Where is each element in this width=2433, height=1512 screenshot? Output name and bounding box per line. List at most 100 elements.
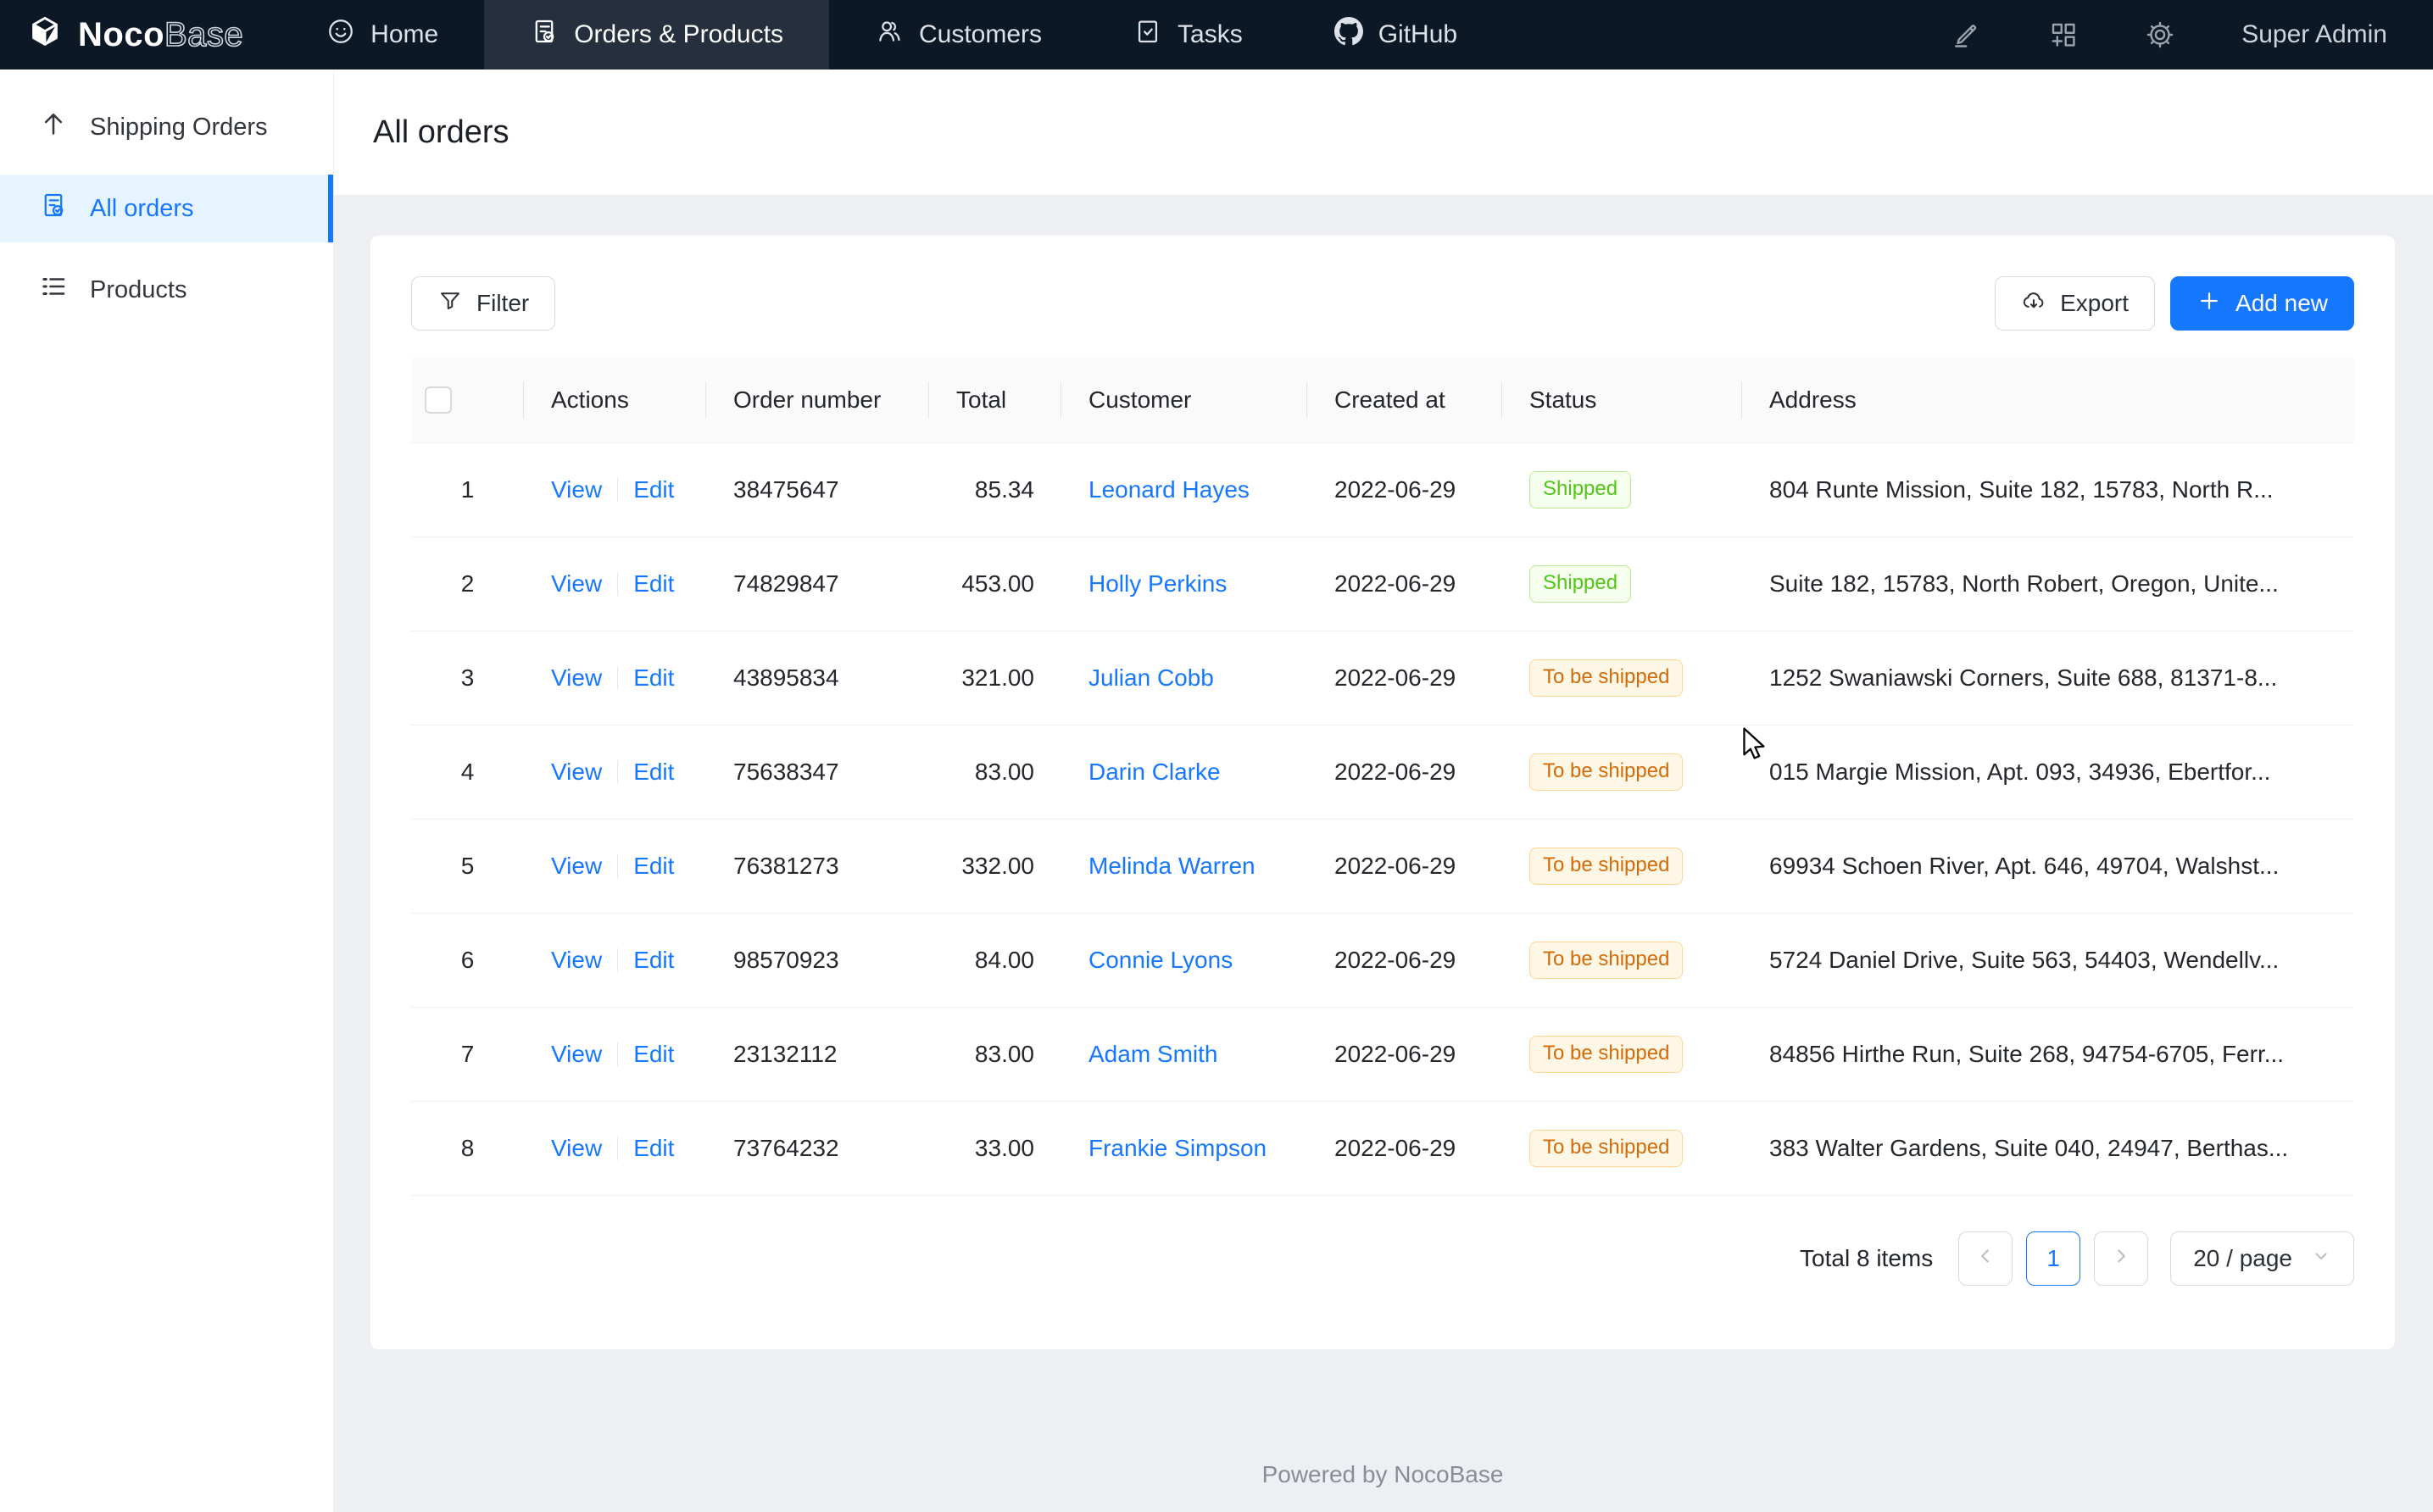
tab-customers[interactable]: Customers: [829, 0, 1088, 69]
status-cell: To be shipped: [1502, 1007, 1742, 1101]
brand-text-noco: Noco: [78, 16, 164, 53]
order-number-cell: 76381273: [706, 819, 929, 913]
edit-link[interactable]: Edit: [633, 759, 674, 785]
filter-button[interactable]: Filter: [411, 276, 555, 331]
view-link[interactable]: View: [551, 947, 602, 973]
edit-link[interactable]: Edit: [633, 664, 674, 691]
address-cell: 383 Walter Gardens, Suite 040, 24947, Be…: [1742, 1101, 2354, 1195]
table-row: 6 ViewEdit 98570923 84.00 Connie Lyons 2…: [411, 913, 2354, 1007]
sidebar-item-all-orders[interactable]: All orders: [0, 175, 333, 242]
order-number-cell: 98570923: [706, 913, 929, 1007]
total-cell: 83.00: [929, 725, 1061, 819]
list-icon: [39, 272, 68, 308]
status-tag: To be shipped: [1529, 942, 1683, 979]
created-at-cell: 2022-06-29: [1307, 725, 1502, 819]
created-at-cell: 2022-06-29: [1307, 1101, 1502, 1195]
table-row: 4 ViewEdit 75638347 83.00 Darin Clarke 2…: [411, 725, 2354, 819]
row-index: 8: [411, 1101, 524, 1195]
tab-home[interactable]: Home: [281, 0, 484, 69]
view-link[interactable]: View: [551, 664, 602, 691]
row-actions: View Edit: [524, 536, 706, 631]
smiley-icon: [326, 17, 355, 53]
page-title: All orders: [373, 114, 509, 151]
customer-link[interactable]: Adam Smith: [1088, 1041, 1218, 1067]
tab-label: Orders & Products: [574, 20, 783, 49]
filter-icon: [437, 288, 463, 320]
created-at-cell: 2022-06-29: [1307, 631, 1502, 725]
edit-link[interactable]: Edit: [633, 570, 674, 597]
row-index: 6: [411, 913, 524, 1007]
pagination-prev-button[interactable]: [1958, 1231, 2013, 1286]
customer-cell: Leonard Hayes: [1061, 442, 1307, 536]
header-address: Address: [1742, 358, 2354, 442]
sidebar-item-products[interactable]: Products: [0, 256, 333, 324]
edit-link[interactable]: Edit: [633, 853, 674, 879]
edit-link[interactable]: Edit: [633, 947, 674, 973]
customer-link[interactable]: Leonard Hayes: [1088, 476, 1250, 503]
table-row: 2 ViewEdit 74829847 453.00 Holly Perkins…: [411, 536, 2354, 631]
customer-link[interactable]: Connie Lyons: [1088, 947, 1233, 973]
pagination-page-1[interactable]: 1: [2026, 1231, 2080, 1286]
tab-tasks[interactable]: Tasks: [1088, 0, 1289, 69]
edit-link[interactable]: Edit: [633, 1135, 674, 1161]
total-cell: 453.00: [929, 536, 1061, 631]
order-number-cell: 75638347: [706, 725, 929, 819]
customer-link[interactable]: Melinda Warren: [1088, 853, 1255, 879]
total-cell: 332.00: [929, 819, 1061, 913]
sidebar-item-shipping-orders[interactable]: Shipping Orders: [0, 93, 333, 161]
status-tag: Shipped: [1529, 471, 1631, 509]
cloud-download-icon: [2021, 288, 2046, 320]
brand-text-base: Base: [164, 16, 243, 53]
tab-label: Customers: [919, 20, 1042, 49]
row-index: 1: [411, 442, 524, 536]
brand-logo[interactable]: NocoBase: [0, 0, 281, 69]
highlighter-icon[interactable]: [1951, 19, 1982, 50]
customers-icon: [875, 17, 904, 53]
content-area: Filter Export: [334, 195, 2433, 1512]
customer-link[interactable]: Frankie Simpson: [1088, 1135, 1267, 1161]
created-at-cell: 2022-06-29: [1307, 1007, 1502, 1101]
edit-link[interactable]: Edit: [633, 1041, 674, 1067]
user-menu[interactable]: Super Admin: [2241, 20, 2387, 49]
status-cell: To be shipped: [1502, 1101, 1742, 1195]
gear-icon[interactable]: [2145, 19, 2175, 50]
tab-label: Tasks: [1178, 20, 1243, 49]
view-link[interactable]: View: [551, 570, 602, 597]
tab-github[interactable]: GitHub: [1289, 0, 1503, 69]
customer-link[interactable]: Darin Clarke: [1088, 759, 1221, 785]
page-size-select[interactable]: 20 / page: [2170, 1231, 2354, 1286]
table-row: 1 ViewEdit 38475647 85.34 Leonard Hayes …: [411, 442, 2354, 536]
status-cell: To be shipped: [1502, 913, 1742, 1007]
row-index: 3: [411, 631, 524, 725]
customer-cell: Julian Cobb: [1061, 631, 1307, 725]
task-check-icon: [1133, 17, 1162, 53]
pagination-next-button[interactable]: [2094, 1231, 2148, 1286]
action-divider: [617, 572, 618, 596]
export-button[interactable]: Export: [1995, 276, 2155, 331]
action-divider: [617, 478, 618, 502]
select-all-checkbox[interactable]: [425, 386, 452, 414]
tab-orders-products[interactable]: Orders & Products: [484, 0, 829, 69]
customer-cell: Darin Clarke: [1061, 725, 1307, 819]
blocks-add-icon[interactable]: [2048, 19, 2079, 50]
action-divider: [617, 666, 618, 690]
view-link[interactable]: View: [551, 1135, 602, 1161]
table-header-row: Actions Order number Total Customer Crea…: [411, 358, 2354, 442]
customer-cell: Connie Lyons: [1061, 913, 1307, 1007]
view-link[interactable]: View: [551, 759, 602, 785]
view-link[interactable]: View: [551, 1041, 602, 1067]
add-new-button[interactable]: Add new: [2170, 276, 2354, 331]
table-toolbar: Filter Export: [411, 276, 2354, 331]
tab-label: Home: [370, 20, 438, 49]
customer-cell: Melinda Warren: [1061, 819, 1307, 913]
created-at-cell: 2022-06-29: [1307, 819, 1502, 913]
customer-link[interactable]: Holly Perkins: [1088, 570, 1227, 597]
sidebar: Shipping Orders All orders: [0, 69, 334, 1512]
view-link[interactable]: View: [551, 853, 602, 879]
header-customer: Customer: [1061, 358, 1307, 442]
header-created-at: Created at: [1307, 358, 1502, 442]
edit-link[interactable]: Edit: [633, 476, 674, 503]
chevron-left-icon: [1974, 1245, 1996, 1271]
customer-link[interactable]: Julian Cobb: [1088, 664, 1214, 691]
view-link[interactable]: View: [551, 476, 602, 503]
